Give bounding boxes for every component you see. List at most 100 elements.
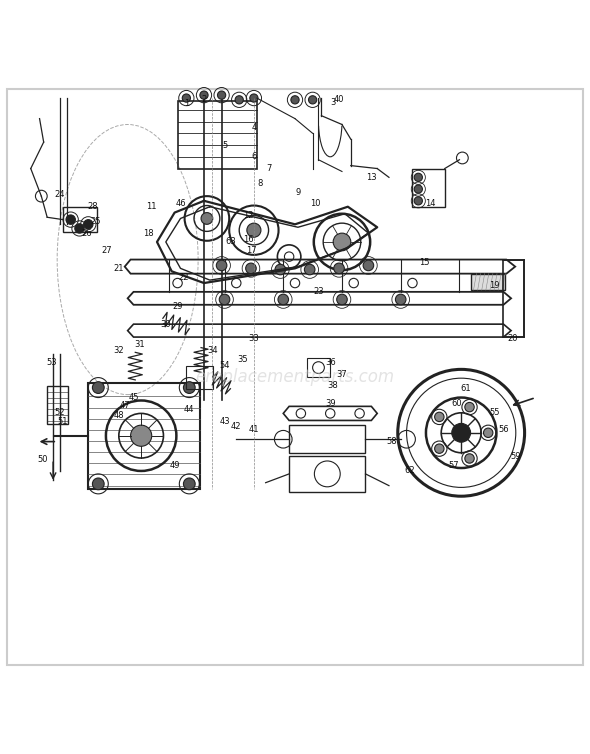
Text: 1: 1 [183, 100, 189, 109]
Circle shape [200, 91, 208, 100]
Text: 54: 54 [219, 360, 230, 369]
Text: 42: 42 [231, 422, 241, 431]
Circle shape [130, 425, 152, 446]
Bar [63, 207, 97, 232]
Text: 58: 58 [386, 437, 397, 446]
Bar [289, 425, 365, 453]
Circle shape [219, 294, 230, 305]
Text: 6: 6 [251, 152, 257, 161]
Text: 45: 45 [128, 393, 139, 402]
Text: 37: 37 [337, 369, 348, 379]
Circle shape [309, 96, 317, 104]
Circle shape [245, 263, 256, 274]
Text: 60: 60 [451, 399, 462, 408]
Circle shape [465, 403, 474, 412]
Text: 20: 20 [507, 334, 517, 343]
Text: 31: 31 [134, 340, 145, 349]
Text: 33: 33 [248, 334, 259, 343]
Text: 29: 29 [172, 302, 183, 311]
Bar [471, 274, 505, 290]
Circle shape [247, 223, 261, 238]
Circle shape [75, 224, 84, 233]
Text: 61: 61 [460, 385, 471, 394]
Text: 40: 40 [334, 95, 345, 104]
Text: 19: 19 [490, 281, 500, 290]
Text: 63: 63 [225, 238, 236, 247]
Circle shape [182, 94, 191, 103]
Text: 57: 57 [448, 461, 459, 470]
Bar [47, 386, 68, 424]
Text: 14: 14 [425, 199, 435, 208]
Circle shape [93, 382, 104, 394]
Text: 26: 26 [81, 228, 92, 238]
Text: 10: 10 [310, 199, 321, 208]
Circle shape [84, 219, 93, 229]
Circle shape [483, 428, 493, 437]
Text: ereplacementparts.com: ereplacementparts.com [195, 368, 395, 386]
Text: 50: 50 [37, 455, 48, 464]
Text: 2: 2 [201, 95, 206, 104]
Circle shape [337, 294, 348, 305]
Circle shape [414, 197, 422, 205]
Text: 55: 55 [490, 408, 500, 417]
Text: 56: 56 [498, 425, 509, 434]
Text: 62: 62 [404, 467, 415, 476]
Circle shape [218, 91, 226, 100]
Text: 8: 8 [257, 179, 263, 188]
Text: 32: 32 [113, 346, 124, 355]
Text: 49: 49 [169, 461, 180, 470]
Bar [412, 169, 445, 207]
Circle shape [93, 478, 104, 490]
Bar [178, 101, 257, 169]
Circle shape [435, 444, 444, 453]
Circle shape [250, 94, 258, 103]
Text: 41: 41 [248, 425, 259, 434]
Text: 4: 4 [251, 123, 257, 132]
Text: 22: 22 [178, 273, 189, 282]
Text: 17: 17 [245, 247, 256, 256]
Text: 46: 46 [175, 199, 186, 208]
Bar [289, 456, 365, 492]
Text: 11: 11 [146, 202, 156, 211]
Text: 35: 35 [237, 355, 247, 364]
Text: 48: 48 [113, 411, 124, 420]
Text: 39: 39 [325, 399, 336, 408]
Text: 12: 12 [242, 211, 253, 220]
Circle shape [452, 424, 471, 442]
Circle shape [363, 260, 373, 271]
Bar [88, 383, 200, 489]
Text: 5: 5 [222, 140, 227, 149]
Circle shape [435, 412, 444, 421]
Text: 7: 7 [266, 164, 271, 173]
Text: 28: 28 [87, 202, 98, 211]
Text: 43: 43 [219, 416, 230, 425]
Text: 3: 3 [330, 98, 336, 107]
Circle shape [235, 96, 243, 104]
Circle shape [183, 478, 195, 490]
Text: 52: 52 [55, 408, 65, 417]
Text: 27: 27 [102, 247, 113, 256]
Text: 38: 38 [328, 382, 339, 391]
Text: 51: 51 [58, 416, 68, 425]
Text: 59: 59 [510, 452, 520, 461]
Bar [186, 366, 213, 389]
Circle shape [278, 294, 289, 305]
Circle shape [414, 173, 422, 182]
Text: 9: 9 [296, 188, 300, 197]
Text: 47: 47 [119, 400, 130, 409]
Circle shape [465, 454, 474, 463]
Text: 21: 21 [114, 264, 124, 273]
Circle shape [183, 382, 195, 394]
Circle shape [304, 264, 315, 274]
Bar [307, 358, 330, 377]
Text: 24: 24 [55, 191, 65, 200]
Circle shape [414, 185, 422, 193]
Text: 15: 15 [419, 258, 430, 267]
Text: 53: 53 [46, 358, 57, 366]
Circle shape [334, 263, 345, 274]
Circle shape [217, 260, 227, 271]
Text: 16: 16 [242, 234, 253, 244]
Circle shape [291, 96, 299, 104]
Circle shape [395, 294, 406, 305]
Circle shape [201, 213, 213, 225]
